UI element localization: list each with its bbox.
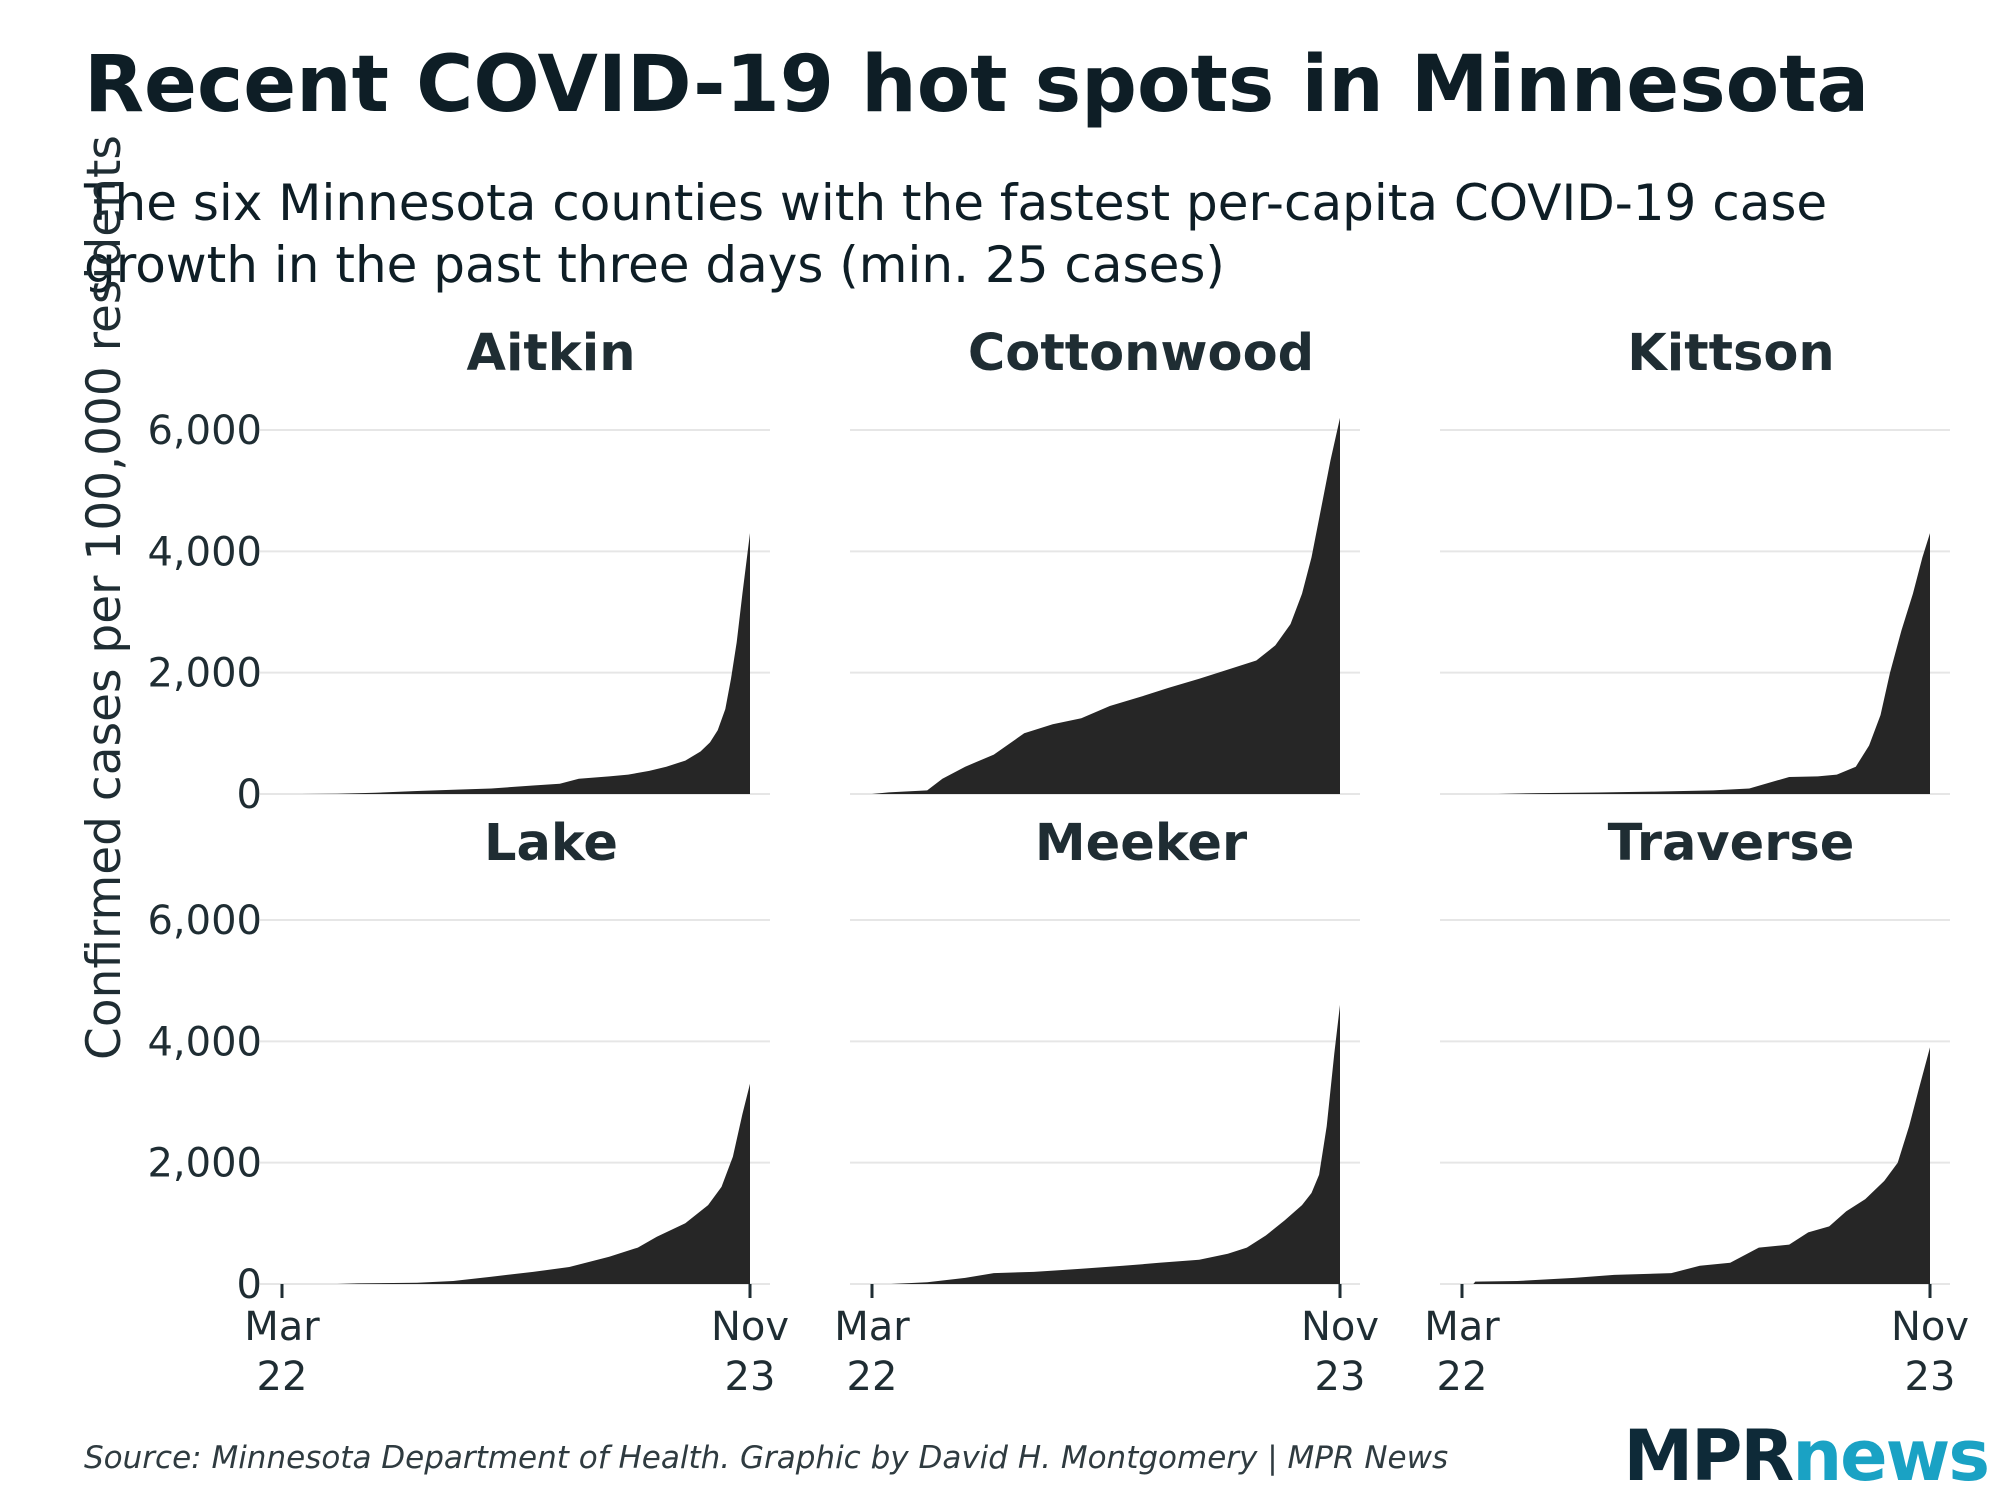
x-tick-label-day: 22: [847, 1354, 898, 1400]
x-tick-label-day: 23: [725, 1354, 776, 1400]
panel-title-traverse: Traverse: [1608, 814, 1855, 873]
y-tick-label: 4,000: [147, 1019, 262, 1065]
y-tick-label: 4,000: [147, 529, 262, 575]
x-tick-label-month: Nov: [711, 1304, 789, 1350]
y-tick-label: 2,000: [147, 1141, 262, 1187]
area-meeker: [891, 1004, 1340, 1284]
x-tick-label-day: 23: [1905, 1354, 1956, 1400]
panel-title-cottonwood: Cottonwood: [968, 324, 1314, 383]
mpr-news-logo: MPRnews: [1623, 1415, 1990, 1497]
panel-title-lake: Lake: [484, 814, 618, 873]
y-tick-label: 0: [237, 772, 262, 818]
y-tick-label: 6,000: [147, 408, 262, 454]
source-note: Source: Minnesota Department of Health. …: [84, 1440, 1449, 1476]
chart-title: Recent COVID-19 hot spots in Minnesota: [84, 40, 1870, 130]
area-cottonwood: [872, 417, 1340, 794]
x-tick-label-month: Mar: [834, 1304, 910, 1350]
x-tick-label-month: Nov: [1301, 1304, 1379, 1350]
panel-title-kittson: Kittson: [1627, 324, 1834, 383]
x-tick-label-month: Mar: [1424, 1304, 1500, 1350]
y-tick-label: 0: [237, 1262, 262, 1308]
area-aitkin: [301, 533, 750, 794]
logo-mpr: MPR: [1623, 1415, 1794, 1497]
y-tick-label: 6,000: [147, 898, 262, 944]
chart-subtitle: The six Minnesota counties with the fast…: [84, 174, 1828, 294]
x-tick-label-month: Mar: [244, 1304, 320, 1350]
x-tick-label-day: 23: [1315, 1354, 1366, 1400]
x-tick-label-day: 22: [1437, 1354, 1488, 1400]
x-tick-label-month: Nov: [1891, 1304, 1969, 1350]
x-tick-label-day: 22: [257, 1354, 308, 1400]
area-traverse: [1473, 1047, 1930, 1284]
area-kittson: [1498, 533, 1930, 794]
panel-title-aitkin: Aitkin: [466, 324, 635, 383]
area-lake: [337, 1083, 750, 1284]
y-axis-title: Confirmed cases per 100,000 residents: [77, 135, 132, 1060]
y-tick-label: 2,000: [147, 651, 262, 697]
panel-title-meeker: Meeker: [1035, 814, 1247, 873]
logo-news: news: [1792, 1415, 1990, 1497]
